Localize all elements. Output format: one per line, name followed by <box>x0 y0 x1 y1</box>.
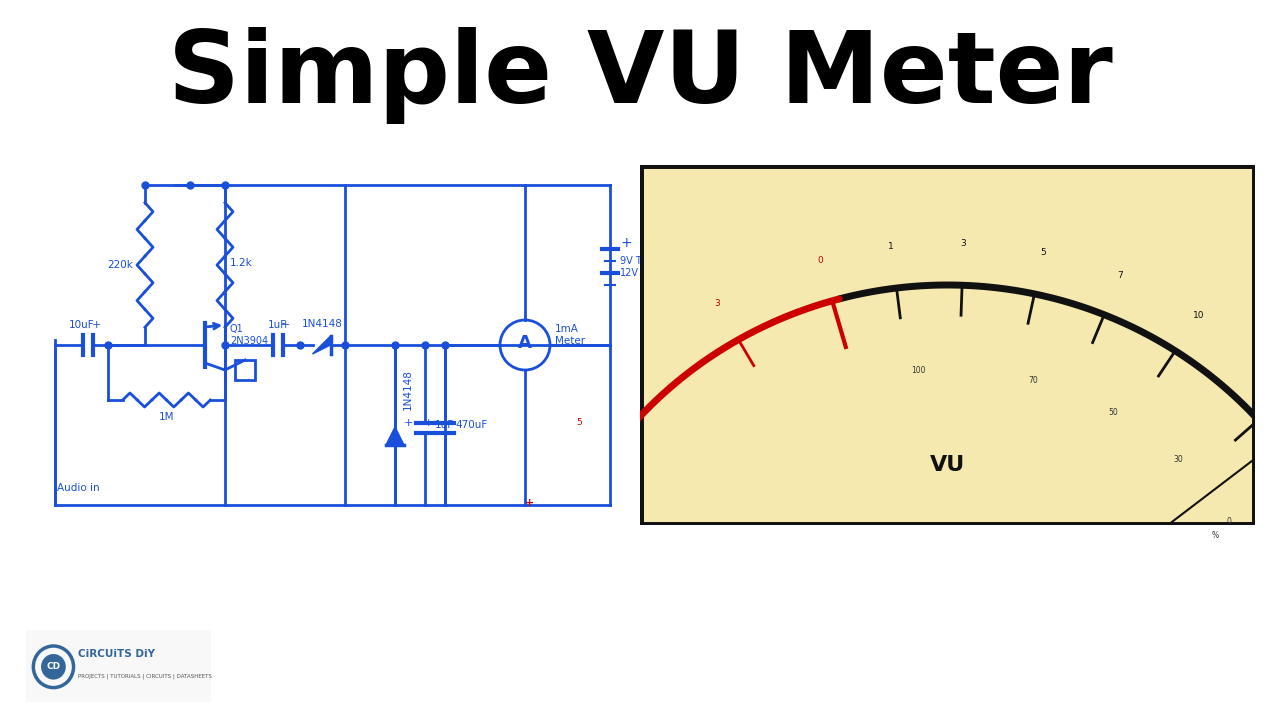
Text: Audio in: Audio in <box>58 483 100 493</box>
Text: 70: 70 <box>1029 376 1038 384</box>
Text: PROJECTS | TUTORIALS | CIRCUITS | DATASHEETS: PROJECTS | TUTORIALS | CIRCUITS | DATASH… <box>78 674 212 679</box>
Text: 1N4148: 1N4148 <box>403 369 413 410</box>
Text: +: + <box>92 320 101 330</box>
Text: 1mA
Meter: 1mA Meter <box>556 324 585 346</box>
Text: 9V TO
12V: 9V TO 12V <box>620 256 649 278</box>
Text: 1.2k: 1.2k <box>230 258 252 268</box>
Text: VU: VU <box>929 455 965 475</box>
Text: CD: CD <box>46 662 60 671</box>
Circle shape <box>923 669 972 717</box>
Text: 50: 50 <box>1108 408 1119 417</box>
Text: A: A <box>518 334 532 352</box>
FancyBboxPatch shape <box>23 627 214 705</box>
Text: 470uF: 470uF <box>454 420 488 430</box>
Text: 1N4148: 1N4148 <box>302 319 343 329</box>
FancyBboxPatch shape <box>640 165 1254 525</box>
Text: 5: 5 <box>576 418 582 427</box>
Text: +: + <box>525 498 534 508</box>
Text: %: % <box>1212 531 1220 540</box>
Text: 1: 1 <box>888 242 895 251</box>
Text: 220k: 220k <box>108 260 133 270</box>
Text: +: + <box>424 418 433 428</box>
Text: 1M: 1M <box>159 412 174 422</box>
Polygon shape <box>312 336 330 354</box>
Text: CiRCUiTS DiY: CiRCUiTS DiY <box>78 649 155 659</box>
Text: 10uF: 10uF <box>69 320 95 330</box>
Text: 30: 30 <box>1174 456 1183 464</box>
Text: 3: 3 <box>961 239 966 248</box>
Polygon shape <box>387 427 404 445</box>
Text: 10: 10 <box>1193 311 1204 320</box>
Text: Q1
2N3904: Q1 2N3904 <box>230 324 268 346</box>
Text: Simple VU Meter: Simple VU Meter <box>168 27 1112 124</box>
Text: 1uF: 1uF <box>268 320 287 330</box>
Text: 1uF: 1uF <box>435 420 454 430</box>
Text: 100: 100 <box>911 366 925 374</box>
Text: +: + <box>282 320 291 330</box>
Text: 3: 3 <box>714 299 719 307</box>
Circle shape <box>41 654 65 680</box>
Text: +: + <box>620 236 631 250</box>
Text: 0: 0 <box>1226 517 1231 526</box>
Text: 0: 0 <box>818 256 823 265</box>
Text: +: + <box>403 418 413 428</box>
Text: 5: 5 <box>1041 248 1046 257</box>
Text: 7: 7 <box>1117 271 1123 280</box>
